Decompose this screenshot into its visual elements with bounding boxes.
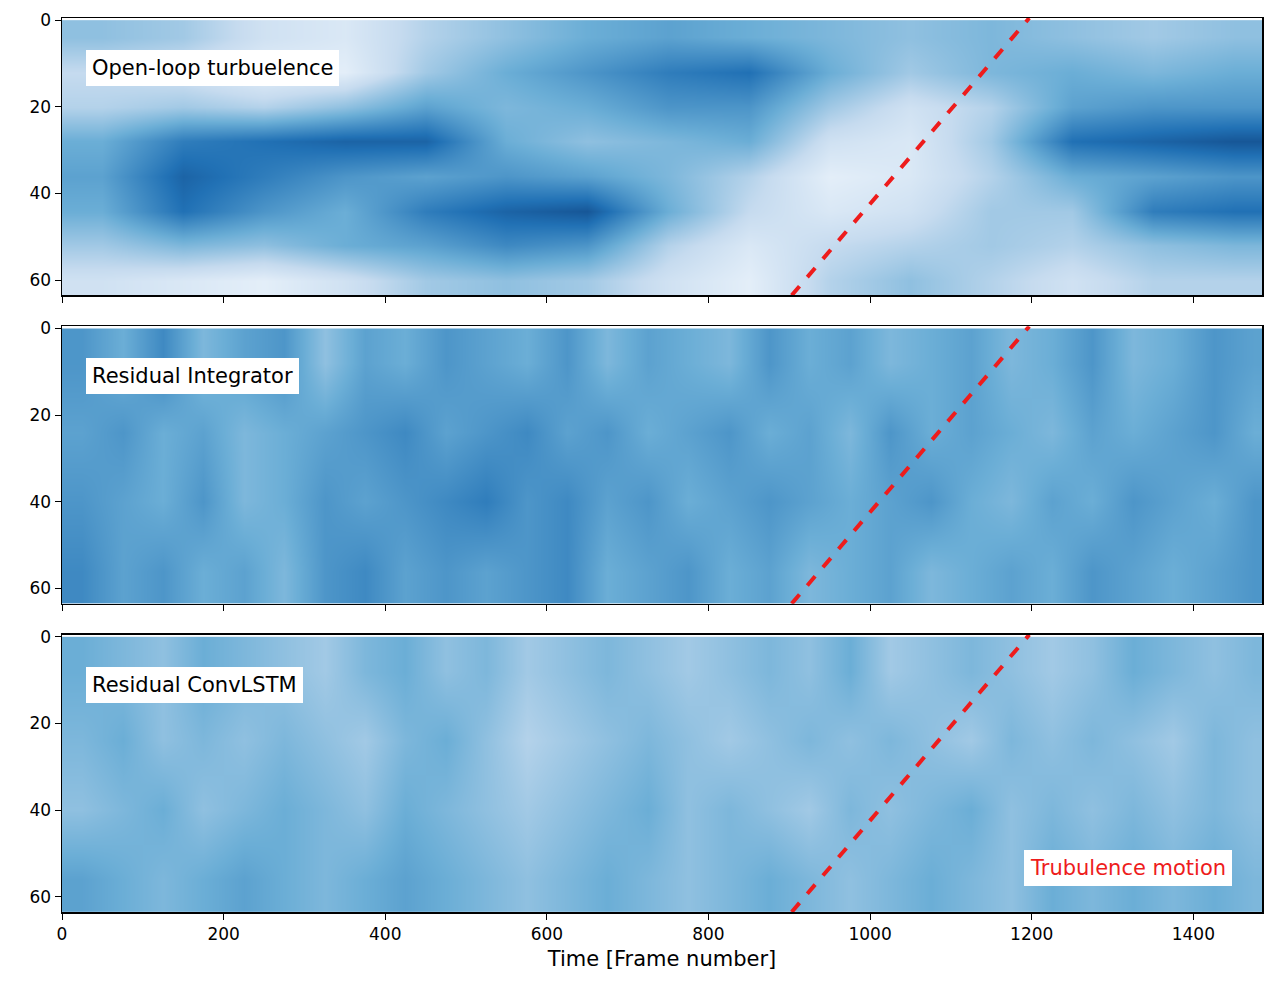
svg-text:Residual Integrator: Residual Integrator xyxy=(92,364,293,388)
svg-text:200: 200 xyxy=(207,924,239,944)
svg-text:0: 0 xyxy=(40,318,51,338)
svg-text:800: 800 xyxy=(692,924,724,944)
svg-text:Residual ConvLSTM: Residual ConvLSTM xyxy=(92,673,297,697)
svg-text:600: 600 xyxy=(531,924,563,944)
svg-text:1200: 1200 xyxy=(1010,924,1053,944)
svg-text:1400: 1400 xyxy=(1172,924,1215,944)
svg-text:20: 20 xyxy=(29,713,51,733)
svg-text:Time [Frame number]: Time [Frame number] xyxy=(547,947,777,971)
svg-text:1000: 1000 xyxy=(848,924,891,944)
svg-text:0: 0 xyxy=(57,924,68,944)
svg-text:40: 40 xyxy=(29,183,51,203)
svg-text:60: 60 xyxy=(29,578,51,598)
svg-text:40: 40 xyxy=(29,492,51,512)
svg-text:Trubulence motion: Trubulence motion xyxy=(1030,856,1226,880)
svg-text:400: 400 xyxy=(369,924,401,944)
svg-text:60: 60 xyxy=(29,887,51,907)
svg-text:40: 40 xyxy=(29,800,51,820)
svg-text:20: 20 xyxy=(29,97,51,117)
svg-text:Open-loop turbuelence: Open-loop turbuelence xyxy=(92,56,333,80)
svg-text:0: 0 xyxy=(40,10,51,30)
svg-text:60: 60 xyxy=(29,270,51,290)
svg-text:0: 0 xyxy=(40,627,51,647)
svg-text:20: 20 xyxy=(29,405,51,425)
